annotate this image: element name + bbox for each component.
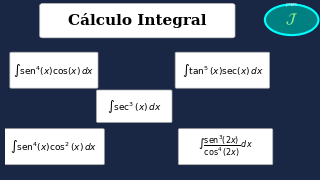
Text: $\int \mathrm{sen}^4(x)\cos^2(x)\,dx$: $\int \mathrm{sen}^4(x)\cos^2(x)\,dx$	[10, 138, 98, 155]
FancyBboxPatch shape	[10, 52, 98, 88]
Text: Cálculo Integral: Cálculo Integral	[68, 13, 207, 28]
FancyBboxPatch shape	[178, 129, 273, 165]
Text: $\int \dfrac{\mathrm{sen}^3(2x)}{\cos^4(2x)}\,dx$: $\int \dfrac{\mathrm{sen}^3(2x)}{\cos^4(…	[198, 134, 253, 159]
FancyBboxPatch shape	[4, 129, 104, 165]
Text: $\mathcal{J}$: $\mathcal{J}$	[285, 11, 298, 27]
Text: JOTAPE: JOTAPE	[285, 3, 298, 7]
Text: $\int \tan^5(x)\sec(x)\,dx$: $\int \tan^5(x)\sec(x)\,dx$	[181, 62, 263, 79]
FancyBboxPatch shape	[40, 4, 235, 38]
FancyBboxPatch shape	[175, 52, 270, 88]
FancyBboxPatch shape	[96, 90, 172, 122]
Text: $\int \sec^3(x)\,dx$: $\int \sec^3(x)\,dx$	[107, 98, 162, 115]
Circle shape	[265, 4, 318, 35]
Text: $\int \mathrm{sen}^4(x)\cos(x)\,dx$: $\int \mathrm{sen}^4(x)\cos(x)\,dx$	[13, 62, 95, 79]
